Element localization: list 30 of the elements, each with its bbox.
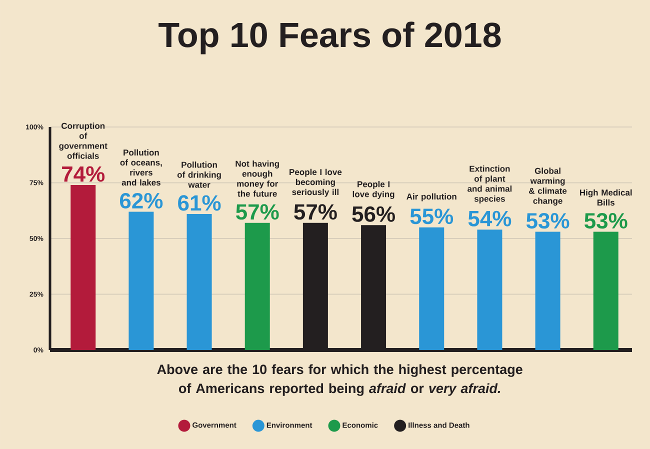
x-tick-label: Global warming & climate change — [529, 168, 567, 206]
bar — [244, 222, 270, 350]
data-label: 53% — [526, 212, 570, 229]
data-label: 54% — [468, 210, 512, 226]
data-label: 56% — [352, 206, 395, 222]
bar — [419, 227, 444, 350]
bar — [70, 184, 96, 350]
x-tick-label: Not having enough money for the future — [236, 160, 279, 197]
x-tick-label: High Medical Bills — [580, 189, 632, 206]
data-label: 53% — [584, 212, 628, 229]
data-label: 62% — [120, 192, 163, 209]
x-tick-label: People I love becoming seriously ill — [290, 168, 342, 197]
x-tick-label: Extinction of plant and animal species — [468, 166, 512, 204]
bar — [593, 232, 618, 350]
data-label: 57% — [294, 204, 337, 220]
x-tick-label: Air pollution — [406, 193, 456, 202]
x-tick-label: Pollution of oceans, rivers and lakes — [120, 149, 162, 186]
x-tick-label: People I love dying — [352, 180, 394, 199]
chart-title: Top 10 Fears of 2018 — [158, 22, 501, 54]
data-label: 55% — [410, 208, 454, 224]
text: Above are the 10 fears for which the highest percentage of Americans reported being afraid or very afraid. — [157, 364, 522, 396]
data-label: 61% — [178, 195, 221, 211]
bar — [186, 214, 212, 350]
x-tick-label: Pollution of drinking water — [177, 162, 221, 188]
bar — [128, 212, 154, 350]
data-label: 57% — [236, 204, 279, 220]
x-tick-label: Corruption of government officials — [59, 122, 108, 159]
bar — [477, 230, 502, 350]
bar — [535, 232, 560, 350]
data-label: 74% — [62, 166, 105, 182]
